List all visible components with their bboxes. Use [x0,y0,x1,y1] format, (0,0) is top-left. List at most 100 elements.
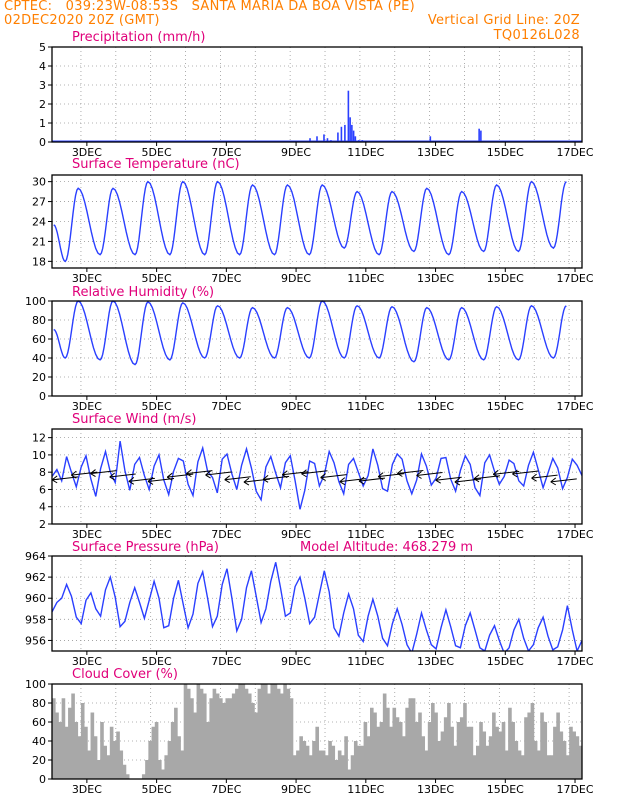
precip-bar [330,140,332,142]
cloud-bar [215,693,220,779]
cloud-bar [225,698,230,779]
model-altitude-label: Model Altitude: 468.279 m [300,540,473,555]
y-tick-label: 12 [32,432,46,445]
panel-border [51,174,583,269]
precip-bar [344,124,346,142]
cloud-bar [392,707,397,779]
x-tick-label: 17DEC [556,272,593,285]
precip-bar [340,126,343,142]
cloud-bar [456,722,461,779]
cloud-bar [411,698,416,779]
wind-arrow-shaft [243,478,270,483]
precip-bar [323,134,325,142]
x-tick-label: 9DEC [281,272,311,285]
wind-arrow-shaft [416,472,443,476]
temp-line [53,180,567,263]
cloud-bar [543,722,548,779]
x-tick-label: 9DEC [281,528,311,541]
panel-title: Surface Pressure (hPa) [72,540,219,555]
cloud-bar [376,726,381,779]
cloud-bar [289,698,294,779]
cloud-bar [238,684,242,779]
cloud-bar [575,736,580,779]
x-tick-label: 15DEC [487,528,524,541]
cloud-bar [530,703,535,779]
cloud-bar [363,722,368,779]
cloud-bar [427,722,432,779]
cloud-bar [68,707,72,779]
cloud-bar [495,726,499,779]
cloud-bar [501,722,506,779]
cloud-bar [347,769,352,779]
wind-arrow-head [473,474,480,483]
y-tick-label: 0 [39,136,46,149]
x-tick-label: 17DEC [556,400,593,413]
cloud-bar [504,750,509,779]
cloud-bar [431,703,435,779]
cloud-bar [52,698,56,779]
x-tick-label: 15DEC [487,400,524,413]
cloud-bar [498,731,503,779]
cloud-bar [196,684,201,779]
cloud-bar [222,703,226,779]
wind-arrow-head [90,469,96,477]
y-tick-label: 5 [39,41,46,54]
cloud-bar [341,755,345,779]
cloud-bar [280,693,284,779]
wind-arrow-head [205,470,211,479]
precip-bar [352,130,355,142]
cloud-bar [382,693,387,779]
x-tick-label: 11DEC [347,783,384,796]
precip-bar [309,138,311,142]
cloud-bar [476,745,480,779]
cloud-bar [334,760,339,779]
y-tick-label: 962 [25,571,46,584]
cloud-bar [318,750,323,779]
cloud-bar [167,741,172,779]
wind-arrow-head [243,477,250,486]
cloud-bar [219,698,223,779]
y-tick-label: 100 [25,295,46,308]
cloud-bar [408,698,413,779]
wind-arrow-shaft [378,473,405,478]
cloud-bar [141,774,146,779]
precip-bar [478,128,480,142]
header-model-id: TQ0126L028 [493,28,580,43]
panel-title: Relative Humidity (%) [72,285,214,300]
cloud-bar [206,722,210,779]
y-tick-label: 964 [25,550,46,563]
cloud-bar [93,736,98,779]
cloud-bar [106,755,111,779]
cloud-bar [305,745,310,779]
wind-line [52,440,582,510]
cloud-bar [328,741,332,779]
cloud-bar [231,693,236,779]
precip-bar [347,90,350,142]
cloud-bar [395,717,400,779]
cloud-bar [440,731,445,779]
wind-arrow-head [147,477,154,485]
precip-bar [316,136,318,142]
y-tick-label: 0 [39,390,46,403]
cloud-bar [177,736,181,779]
cloud-bar [472,755,477,779]
panel-rh: 0 20 40 60 80 100 3DEC 5DEC 7DEC 9DEC 11DEC 13DEC 15… [25,285,594,413]
cloud-bar [527,712,532,779]
x-tick-label: 11DEC [347,272,384,285]
panel-title: Surface Wind (m/s) [72,412,196,427]
x-tick-label: 13DEC [417,783,454,796]
pres-line [52,562,582,651]
cloud-bar [80,703,85,779]
cloud-bar [264,684,268,779]
cloud-bar [450,726,454,779]
cloud-bar [170,722,175,779]
cloud-bar [569,726,573,779]
x-tick-label: 13DEC [417,272,454,285]
cloud-bar [405,707,409,779]
cloud-bar [540,712,544,779]
header-datetime: 02DEC2020 20Z (GMT) [4,13,160,28]
wind-arrow-shaft [263,475,290,480]
cloud-bar [235,688,239,779]
cloud-bar [520,755,525,779]
cloud-bar [337,750,342,779]
